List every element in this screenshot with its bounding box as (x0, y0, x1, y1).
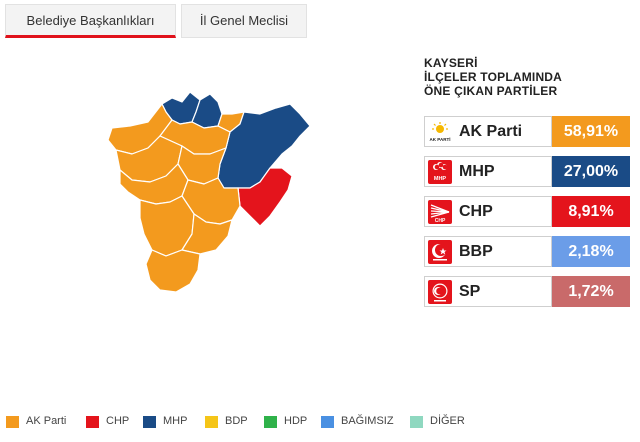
results-title-line-1: KAYSERİ (424, 56, 478, 70)
party-name: MHP (459, 163, 495, 180)
legend-swatch (6, 416, 19, 428)
party-name: CHP (459, 203, 493, 220)
legend-swatch (264, 416, 277, 428)
party-row-mhp[interactable]: MHP MHP 27,00% (424, 156, 630, 187)
legend-swatch (321, 416, 334, 428)
party-name-box: CHP CHP (424, 196, 552, 227)
tab-belediye-baskanliklari[interactable]: Belediye Başkanlıkları (5, 4, 176, 38)
party-name: SP (459, 283, 481, 300)
bbp-logo-icon (428, 240, 452, 264)
party-name: AK Parti (459, 123, 523, 140)
chp-logo-text: CHP (435, 218, 446, 224)
party-name-box: MHP MHP (424, 156, 552, 187)
ak-parti-logo-icon: AK PARTİ (428, 120, 452, 144)
results-title-line-3: ÖNE ÇIKAN PARTİLER (424, 84, 558, 98)
legend-swatch (205, 416, 218, 428)
ak-parti-logo-text: AK PARTİ (430, 136, 451, 142)
legend-label: MHP (163, 415, 188, 427)
party-name: BBP (459, 243, 493, 260)
mhp-logo-icon: MHP (428, 160, 452, 184)
party-name-box: BBP (424, 236, 552, 267)
party-percent: 2,18% (552, 236, 630, 267)
legend-label: BDP (225, 415, 248, 427)
legend-label: HDP (284, 415, 308, 427)
legend-label: BAĞIMSIZ (341, 415, 394, 427)
party-percent: 58,91% (552, 116, 630, 147)
party-percent: 8,91% (552, 196, 630, 227)
party-percent: 27,00% (552, 156, 630, 187)
chp-logo-icon: CHP (428, 200, 452, 224)
legend-label: AK Parti (26, 415, 67, 427)
sp-logo-icon (428, 280, 452, 304)
party-row-ak-parti[interactable]: AK PARTİ AK Parti 58,91% (424, 116, 630, 147)
map-district-chp-se[interactable] (237, 167, 293, 227)
legend-swatch (143, 416, 156, 428)
legend-label: CHP (106, 415, 130, 427)
party-name-box: SP (424, 276, 552, 307)
tab-il-genel-meclisi[interactable]: İl Genel Meclisi (181, 4, 307, 38)
legend-label: DİĞER (430, 415, 465, 427)
map-district-ak-s3[interactable] (181, 213, 233, 255)
legend-swatch (86, 416, 99, 428)
legend-swatch (410, 416, 423, 428)
district-map (107, 91, 310, 293)
party-name-box: AK PARTİ AK Parti (424, 116, 552, 147)
party-row-sp[interactable]: SP 1,72% (424, 276, 630, 307)
results-title-line-2: İLÇELER TOPLAMINDA (424, 70, 563, 84)
party-percent: 1,72% (552, 276, 630, 307)
party-row-chp[interactable]: CHP CHP 8,91% (424, 196, 630, 227)
map-district-ak-south[interactable] (145, 249, 201, 293)
mhp-logo-text: MHP (434, 176, 447, 182)
party-row-bbp[interactable]: BBP 2,18% (424, 236, 630, 267)
